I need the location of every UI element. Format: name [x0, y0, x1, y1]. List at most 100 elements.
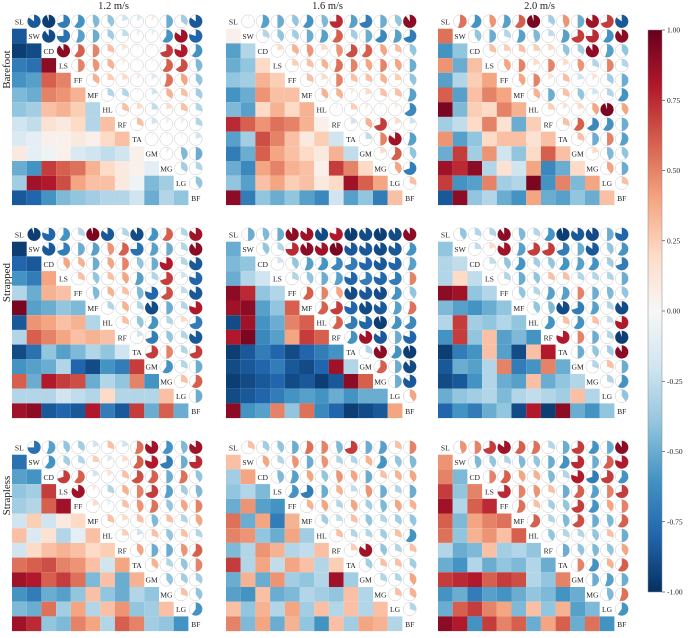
pie-wedge	[195, 484, 203, 498]
heat-cell	[314, 329, 329, 345]
pie-wedge	[365, 345, 373, 354]
heat-cell	[144, 616, 159, 632]
heat-cell	[85, 161, 101, 176]
heat-cell	[467, 388, 483, 404]
heat-cell	[570, 161, 585, 176]
pie-wedge	[365, 470, 373, 484]
condition-label-2: Strapless	[1, 476, 13, 516]
heat-cell	[26, 513, 42, 529]
pie-wedge	[533, 88, 541, 99]
pie-wedge	[562, 58, 570, 66]
pie-wedge	[189, 257, 203, 271]
pie-wedge	[345, 44, 358, 58]
heat-cell	[496, 315, 512, 330]
heat-cell	[56, 344, 71, 360]
heat-cell	[26, 542, 42, 558]
heat-cell	[343, 601, 359, 617]
var-label: SL	[441, 443, 450, 452]
heat-cell	[438, 285, 453, 301]
heat-cell	[511, 190, 527, 206]
heat-cell	[526, 616, 541, 632]
pie-wedge	[573, 484, 585, 499]
heat-cell	[100, 359, 115, 374]
heat-cell	[343, 175, 359, 191]
heat-cell	[299, 175, 315, 191]
heat-cell	[467, 513, 483, 529]
pie-wedge	[321, 58, 329, 70]
heat-cell	[159, 601, 174, 617]
heat-cell	[467, 498, 483, 514]
heat-cell	[270, 557, 285, 573]
heat-cell	[56, 587, 71, 602]
heat-cell	[438, 454, 453, 470]
pie-wedge	[27, 440, 41, 454]
var-label: RF	[544, 120, 553, 129]
heat-cell	[12, 285, 27, 301]
heat-cell	[467, 146, 483, 161]
pie-wedge	[562, 14, 570, 28]
heat-cell	[129, 190, 145, 206]
heat-cell	[12, 344, 27, 360]
heat-cell	[41, 498, 57, 514]
pie-wedge	[409, 484, 417, 498]
pie-wedge	[285, 227, 299, 241]
pie-wedge	[336, 440, 343, 454]
pie-wedge	[592, 514, 599, 528]
heat-cell	[284, 528, 300, 543]
pie-wedge	[63, 455, 70, 466]
heat-cell	[12, 72, 27, 88]
var-label: RF	[544, 333, 553, 342]
heat-cell	[599, 403, 615, 419]
heat-cell	[41, 616, 57, 632]
heat-cell	[270, 285, 285, 301]
heat-cell	[482, 131, 497, 147]
pie-wedge	[118, 242, 129, 256]
heat-cell	[438, 469, 453, 485]
pie-wedge	[395, 88, 402, 97]
heat-cell	[526, 329, 541, 345]
heat-cell	[26, 329, 42, 345]
pie-wedge	[56, 29, 70, 43]
heat-cell	[144, 587, 159, 602]
heat-cell	[255, 616, 271, 632]
pie-wedge	[380, 44, 387, 57]
heat-cell	[467, 131, 483, 147]
pie-wedge	[592, 58, 599, 68]
heat-cell	[482, 116, 497, 132]
pie-wedge	[350, 103, 358, 110]
heat-cell	[226, 72, 241, 88]
heat-cell	[26, 403, 42, 419]
pie-wedge	[162, 29, 173, 43]
pie-wedge	[592, 360, 599, 369]
heat-cell	[270, 329, 285, 345]
heat-cell	[26, 469, 42, 485]
pie-wedge	[92, 271, 100, 284]
heat-cell	[526, 601, 541, 617]
pie-wedge	[395, 14, 402, 27]
pie-wedge	[380, 573, 387, 582]
pie-wedge	[321, 484, 329, 498]
pie-wedge	[373, 227, 387, 241]
heat-cell	[299, 116, 315, 132]
heat-cell	[240, 484, 256, 499]
pie-wedge	[317, 257, 329, 271]
pie-wedge	[336, 73, 343, 87]
heat-cell	[270, 388, 285, 404]
pie-wedge	[300, 242, 314, 256]
var-label: SW	[28, 32, 40, 41]
heat-cell	[173, 190, 189, 206]
var-label: CD	[469, 260, 480, 269]
pie-wedge	[577, 286, 585, 300]
pie-wedge	[515, 14, 526, 28]
heat-cell	[555, 403, 571, 419]
heat-cell	[452, 256, 468, 272]
heat-cell	[467, 72, 483, 88]
heat-cell	[255, 285, 271, 301]
pie-wedge	[292, 58, 299, 66]
var-label: CD	[469, 473, 480, 482]
var-label: FF	[288, 502, 296, 511]
pie-wedge	[590, 484, 599, 499]
heat-cell	[129, 388, 145, 404]
pie-wedge	[395, 374, 402, 388]
var-label: FF	[500, 502, 508, 511]
